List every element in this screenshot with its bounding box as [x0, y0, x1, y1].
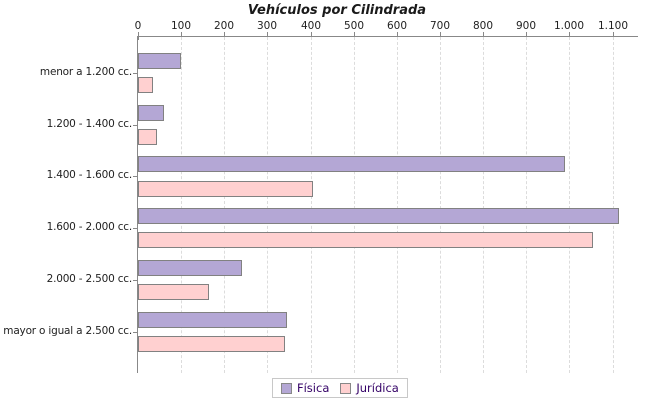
category-label: menor a 1.200 cc. [39, 66, 132, 78]
x-axis-tick [181, 32, 182, 40]
bar-juridica [138, 284, 209, 300]
x-axis-tick [138, 32, 139, 40]
bar-juridica [138, 181, 313, 197]
x-axis-tick-label: 0 [134, 20, 142, 32]
gridline [397, 37, 398, 373]
x-axis-tick [267, 32, 268, 40]
x-axis-tick-label: 100 [170, 20, 192, 32]
x-axis-tick [526, 32, 527, 40]
legend-label-juridica: Jurídica [356, 381, 399, 395]
category-tick [133, 125, 137, 126]
bar-fisica [138, 156, 565, 172]
category-tick [133, 228, 137, 229]
y-axis-line [137, 36, 138, 373]
bar-juridica [138, 336, 285, 352]
gridline [181, 37, 182, 373]
x-axis-tick [224, 32, 225, 40]
x-axis-tick [397, 32, 398, 40]
x-axis-tick-label: 600 [386, 20, 408, 32]
legend: Física Jurídica [272, 378, 408, 398]
category-label: 1.600 - 2.000 cc. [46, 221, 133, 233]
x-axis-tick-label: 500 [343, 20, 365, 32]
bar-fisica [138, 312, 287, 328]
x-axis-tick-label: 1.000 [553, 20, 585, 32]
category-tick [133, 176, 137, 177]
gridline [224, 37, 225, 373]
bar-juridica [138, 232, 593, 248]
gridline [483, 37, 484, 373]
gridline [569, 37, 570, 373]
x-axis-tick [354, 32, 355, 40]
bar-fisica [138, 53, 181, 69]
x-axis-tick [613, 32, 614, 40]
legend-swatch-juridica [340, 382, 352, 394]
bar-juridica [138, 77, 153, 93]
gridline [311, 37, 312, 373]
x-axis-tick [569, 32, 570, 40]
chart-title: Vehículos por Cilindrada [247, 3, 427, 18]
x-axis-tick-label: 1.100 [597, 20, 629, 32]
x-axis-tick-label: 900 [515, 20, 537, 32]
category-label: mayor o igual a 2.500 cc. [3, 325, 132, 337]
category-tick [133, 73, 137, 74]
x-axis-tick-label: 700 [429, 20, 451, 32]
gridline [267, 37, 268, 373]
x-axis-line [137, 36, 638, 37]
gridline [613, 37, 614, 373]
gridline [440, 37, 441, 373]
gridline [354, 37, 355, 373]
category-label: 1.400 - 1.600 cc. [46, 169, 133, 181]
category-tick [133, 280, 137, 281]
x-axis-tick-label: 200 [213, 20, 235, 32]
bar-juridica [138, 129, 157, 145]
category-label: 1.200 - 1.400 cc. [46, 118, 133, 130]
gridline [526, 37, 527, 373]
x-axis-tick [311, 32, 312, 40]
x-axis-tick [483, 32, 484, 40]
bar-fisica [138, 105, 164, 121]
bar-fisica [138, 260, 242, 276]
category-tick [133, 332, 137, 333]
legend-label-fisica: Física [297, 381, 330, 395]
category-label: 2.000 - 2.500 cc. [46, 273, 133, 285]
x-axis-tick-label: 300 [256, 20, 278, 32]
bar-fisica [138, 208, 619, 224]
x-axis-tick-label: 400 [300, 20, 322, 32]
legend-swatch-fisica [281, 382, 292, 394]
x-axis-tick-label: 800 [472, 20, 494, 32]
x-axis-tick [440, 32, 441, 40]
